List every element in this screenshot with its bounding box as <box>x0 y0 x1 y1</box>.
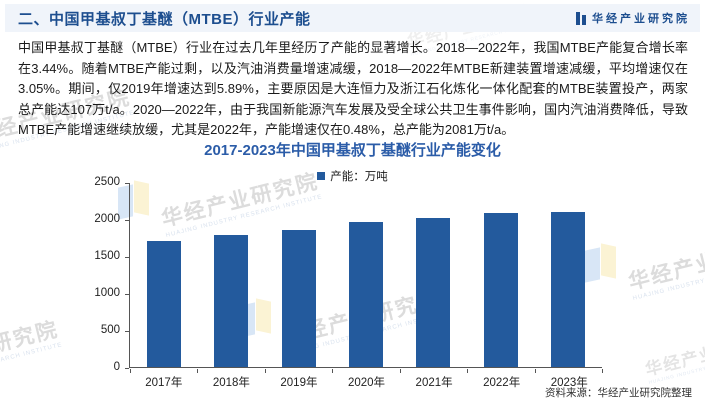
y-tick-label: 1500 <box>94 250 120 262</box>
report-paragraph: 中国甲基叔丁基醚（MTBE）行业在过去几年里经历了产能的显著增长。2018—20… <box>18 40 688 137</box>
chart-title: 2017-2023年中国甲基叔丁基醚行业产能变化 <box>204 142 501 159</box>
x-tick-mark <box>131 369 199 373</box>
y-tick-mark <box>125 367 129 369</box>
y-tick-mark <box>125 256 129 258</box>
x-tick-mark <box>198 369 266 373</box>
x-tick-mark <box>536 369 603 373</box>
bar-slot <box>400 217 467 367</box>
bar-2018年 <box>214 234 249 367</box>
plot-area <box>129 183 602 368</box>
brand-name: 华经产业研究院 <box>592 13 690 25</box>
x-tick-label: 2017年 <box>145 377 183 389</box>
brand: 华经产业研究院 <box>576 10 690 26</box>
x-tick-mark <box>401 369 469 373</box>
huajing-logo-icon <box>576 11 586 25</box>
capacity-chart: 2017-2023年中国甲基叔丁基醚行业产能变化 产能：万吨 2500 2000 1… <box>0 139 705 400</box>
page-header: 二、中国甲基叔丁基醚（MTBE）行业产能 华经产业研究院 <box>5 4 700 32</box>
bar-2021年 <box>416 217 451 367</box>
bar-2023年 <box>551 211 586 367</box>
x-tick-label: 2020年 <box>347 377 386 389</box>
y-tick-label: 2500 <box>94 176 120 188</box>
x-axis-ticks <box>130 369 603 373</box>
x-tick-mark <box>333 369 401 373</box>
bar-2020年 <box>348 221 383 367</box>
x-tick-label: 2021年 <box>415 377 453 389</box>
x-tick-label: 2022年 <box>483 377 521 389</box>
source-note: 资料来源：华经产业研究院整理 <box>545 387 692 399</box>
bar-2022年 <box>483 213 518 367</box>
bar-series <box>130 183 602 367</box>
x-tick-label: 2023年 <box>550 377 588 389</box>
y-tick-mark <box>125 182 129 184</box>
y-tick-mark <box>125 330 129 332</box>
x-tick-label: 2018年 <box>212 377 250 389</box>
bar-slot <box>467 213 534 367</box>
bar-slot <box>265 230 332 367</box>
y-tick-mark <box>125 293 129 295</box>
y-axis: 2500 2000 1500 1000 500 0 <box>84 176 129 373</box>
x-axis-labels: 2017年 2018年 2019年 2020年 2021年 2022年 2023年 <box>130 374 603 390</box>
legend-swatch <box>317 172 326 180</box>
bar-2019年 <box>281 230 316 367</box>
x-tick-label: 2019年 <box>280 377 318 389</box>
x-tick-mark <box>468 369 536 373</box>
bar-slot <box>197 234 264 367</box>
y-tick-label: 2000 <box>94 213 120 225</box>
chart-legend: 产能：万吨 <box>0 168 705 184</box>
bar-slot <box>535 211 602 367</box>
legend-label: 产能：万吨 <box>330 171 388 183</box>
page-title: 二、中国甲基叔丁基醚（MTBE）行业产能 <box>18 10 311 28</box>
y-tick-label: 1000 <box>94 287 120 299</box>
x-tick-mark <box>266 369 334 373</box>
y-tick-label: 500 <box>100 324 120 336</box>
y-tick-mark <box>125 219 129 221</box>
chart-axes: 2500 2000 1500 1000 500 0 <box>84 176 602 373</box>
bar-slot <box>130 241 197 367</box>
bar-2017年 <box>146 241 181 367</box>
bar-slot <box>332 221 399 367</box>
y-tick-label: 0 <box>113 361 120 373</box>
